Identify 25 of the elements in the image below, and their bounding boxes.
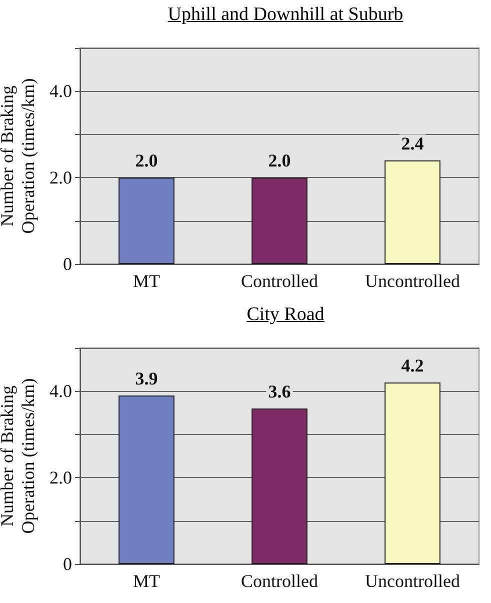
y-tick-label: 0 (63, 554, 72, 574)
y-tick-label: 2.0 (50, 468, 72, 488)
x-tick-label: Controlled (241, 571, 318, 591)
bar (384, 382, 440, 564)
x-tick-label: Controlled (241, 271, 318, 291)
bar (118, 396, 174, 564)
data-label: 2.0 (268, 150, 291, 171)
x-tick-label: MT (133, 571, 160, 591)
y-tick-label: 2.0 (50, 168, 72, 188)
y-axis-title: Number of Braking Operation (times/km) (0, 78, 38, 234)
data-label: 2.4 (401, 133, 424, 154)
x-tick-label: MT (133, 271, 160, 291)
chart-title: Uphill and Downhill at Suburb (166, 4, 404, 26)
chart-title: City Road (246, 304, 326, 326)
data-label: 3.6 (268, 381, 291, 402)
data-label: 4.2 (401, 356, 424, 376)
y-tick-label: 4.0 (50, 381, 72, 402)
x-tick-label: Uncontrolled (365, 571, 460, 591)
data-label: 3.9 (135, 368, 158, 389)
y-axis-title: Number of Braking Operation (times/km) (0, 378, 38, 534)
data-label: 2.0 (135, 150, 158, 171)
y-tick-label: 0 (63, 254, 72, 274)
y-tick-label: 4.0 (50, 81, 72, 102)
x-tick-label: Uncontrolled (365, 271, 460, 291)
bar (252, 408, 308, 564)
